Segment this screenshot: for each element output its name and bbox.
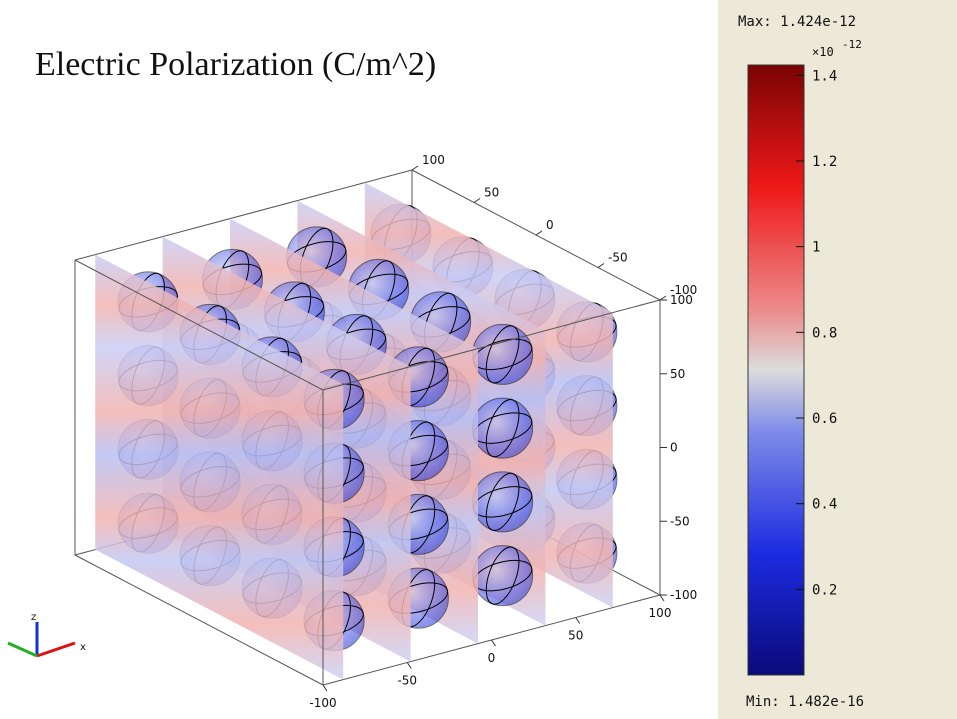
- y-tick: [535, 230, 543, 236]
- colorbar-tick-label: 0.2: [812, 582, 837, 598]
- sphere-ring: [485, 546, 520, 605]
- scene: [74, 169, 661, 686]
- colorbar-tick-label: 1: [812, 240, 820, 256]
- y-tick: [411, 165, 419, 171]
- colorbar-max: Max: 1.424e-12: [738, 14, 856, 30]
- colorbar-tick-label: 0.8: [812, 325, 837, 341]
- triad-y: [7, 641, 38, 658]
- sphere-body: [472, 323, 534, 385]
- x-tick-label: -50: [397, 674, 417, 688]
- triad-z-label: z: [31, 612, 36, 623]
- sphere-ring: [485, 399, 520, 458]
- box-edge: [322, 299, 661, 391]
- colorbar-tick-label: 0.6: [812, 411, 837, 427]
- chart-title: Electric Polarization (C/m^2): [35, 46, 436, 83]
- triad-x-label: x: [80, 642, 86, 653]
- sphere: [472, 471, 534, 533]
- x-tick-label: 0: [488, 651, 496, 665]
- x-tick-label: 50: [568, 629, 583, 643]
- x-tick: [659, 594, 665, 602]
- y-tick: [473, 198, 481, 203]
- y-tick-label: 0: [546, 218, 554, 232]
- colorbar: [747, 64, 805, 676]
- sphere: [472, 545, 534, 607]
- y-tick-label: -50: [608, 251, 628, 265]
- x-tick-label: -100: [309, 696, 336, 710]
- y-tick-label: 100: [422, 153, 445, 167]
- colorbar-tick-label: 0.4: [812, 497, 837, 513]
- z-tick-label: 0: [670, 441, 678, 455]
- sphere-body: [472, 471, 534, 533]
- y-tick: [659, 295, 667, 301]
- triad-x: [36, 641, 76, 658]
- colorbar-tick-label: 1.2: [812, 154, 837, 170]
- x-tick: [575, 617, 581, 624]
- z-tick-label: -50: [670, 514, 690, 528]
- x-tick: [406, 662, 412, 669]
- x-tick-label: 100: [649, 606, 672, 620]
- colorbar-exponent-power: -12: [842, 38, 862, 51]
- y-tick: [597, 263, 605, 268]
- sphere-ring: [485, 325, 520, 384]
- z-tick-label: -100: [670, 588, 697, 602]
- z-tick-label: 100: [670, 293, 693, 307]
- colorbar-min: Min: 1.482e-16: [746, 694, 864, 710]
- axis-triad: z x: [7, 612, 86, 658]
- box-edge: [74, 259, 324, 391]
- sphere-ring: [485, 472, 520, 531]
- x-tick: [491, 639, 496, 647]
- colorbar-tick-label: 1.4: [812, 68, 837, 84]
- colorbar-exponent: ×10: [812, 45, 834, 59]
- z-tick-label: 50: [670, 367, 685, 381]
- y-tick-label: 50: [484, 186, 499, 200]
- box-edge: [74, 554, 324, 686]
- box-edge: [74, 169, 413, 261]
- slice-plane: [95, 254, 344, 680]
- y-tick-label: -100: [670, 283, 697, 297]
- sphere-body: [472, 397, 534, 459]
- x-tick: [322, 684, 328, 692]
- sphere-body: [472, 545, 534, 607]
